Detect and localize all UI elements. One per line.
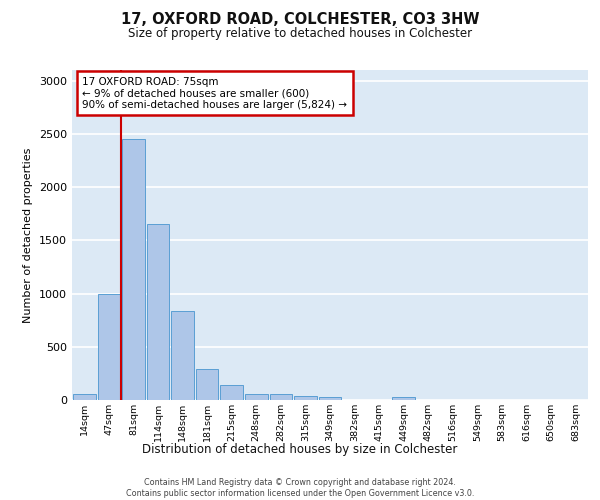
Bar [98, 294, 120, 400]
Text: 17, OXFORD ROAD, COLCHESTER, CO3 3HW: 17, OXFORD ROAD, COLCHESTER, CO3 3HW [121, 12, 479, 28]
Y-axis label: Number of detached properties: Number of detached properties [23, 148, 34, 322]
Text: Contains HM Land Registry data © Crown copyright and database right 2024.
Contai: Contains HM Land Registry data © Crown c… [126, 478, 474, 498]
Text: 17 OXFORD ROAD: 75sqm
← 9% of detached houses are smaller (600)
90% of semi-deta: 17 OXFORD ROAD: 75sqm ← 9% of detached h… [82, 76, 347, 110]
Bar [220, 385, 243, 400]
Bar [245, 394, 268, 400]
Bar [319, 398, 341, 400]
Bar [73, 394, 95, 400]
Bar [171, 310, 194, 400]
Bar [146, 224, 169, 400]
Text: Size of property relative to detached houses in Colchester: Size of property relative to detached ho… [128, 28, 472, 40]
Bar [122, 139, 145, 400]
Bar [196, 368, 218, 400]
Bar [269, 394, 292, 400]
Bar [392, 397, 415, 400]
Text: Distribution of detached houses by size in Colchester: Distribution of detached houses by size … [142, 442, 458, 456]
Bar [294, 396, 317, 400]
